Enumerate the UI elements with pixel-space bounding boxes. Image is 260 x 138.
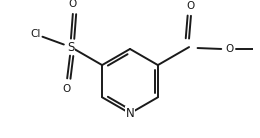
Text: O: O xyxy=(62,84,70,94)
Text: O: O xyxy=(226,44,234,54)
Text: N: N xyxy=(126,107,134,120)
Text: O: O xyxy=(69,0,77,10)
Text: S: S xyxy=(67,41,75,54)
Text: Cl: Cl xyxy=(30,29,41,39)
Text: O: O xyxy=(187,1,195,11)
